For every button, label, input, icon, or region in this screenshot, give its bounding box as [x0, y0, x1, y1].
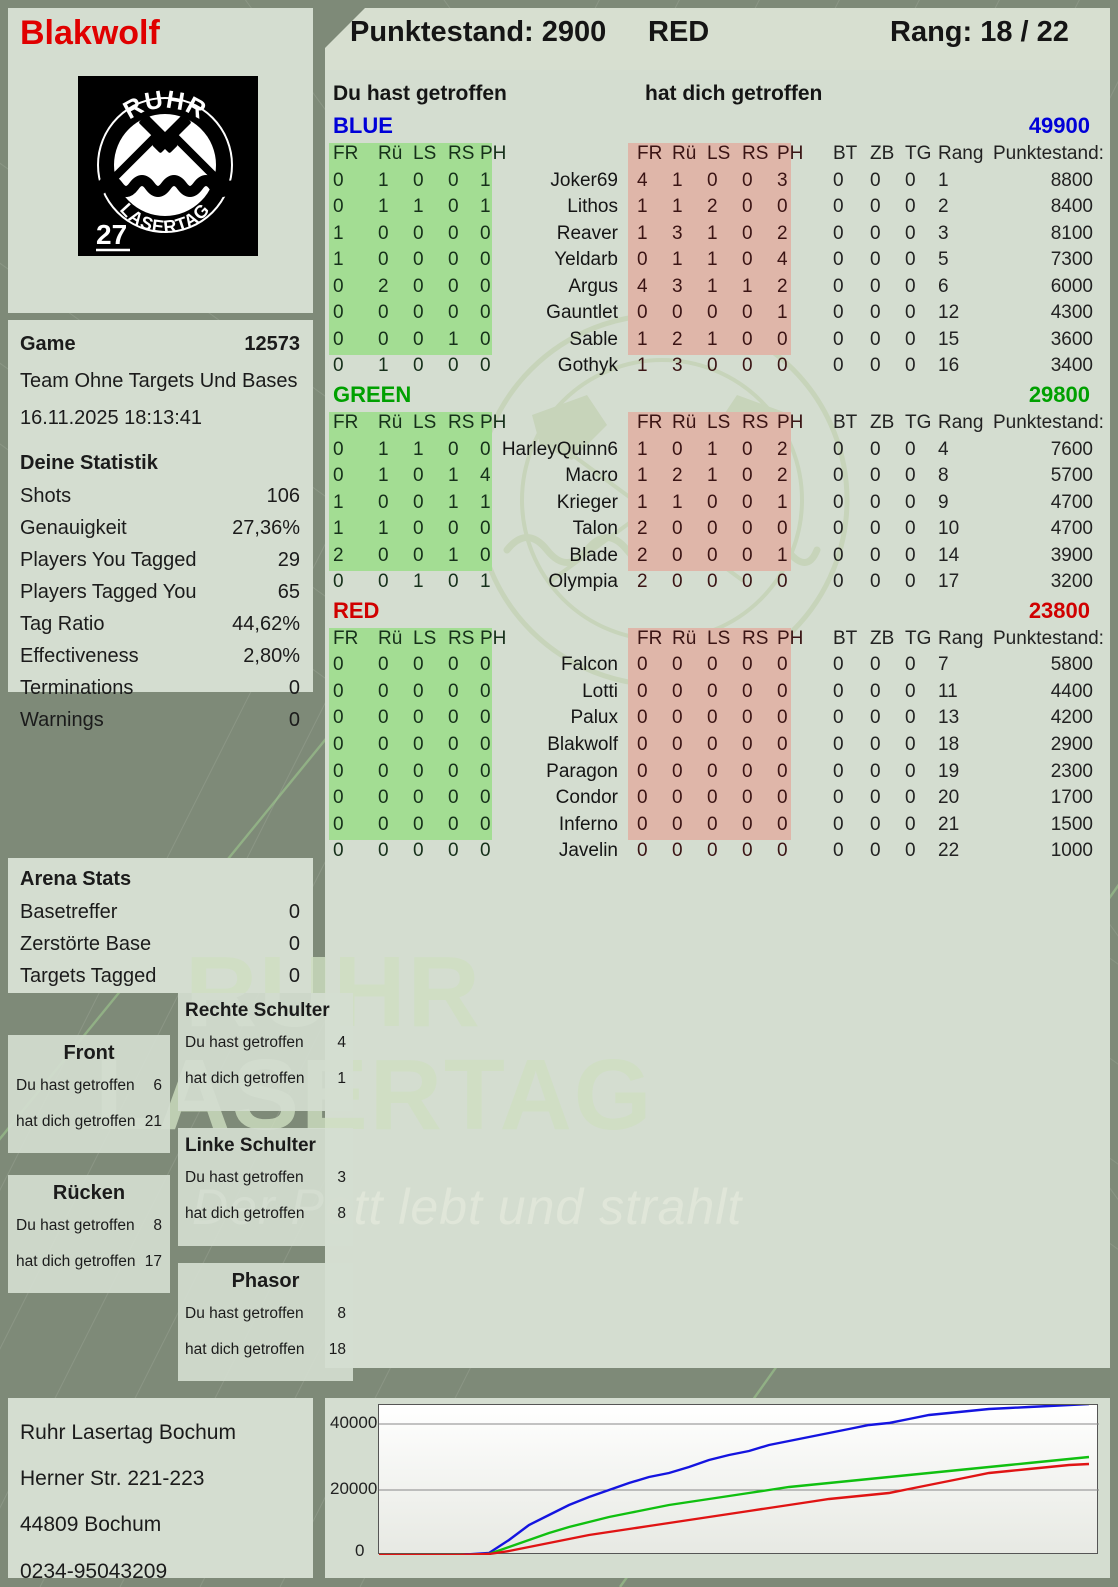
svg-text:27: 27: [96, 219, 127, 250]
